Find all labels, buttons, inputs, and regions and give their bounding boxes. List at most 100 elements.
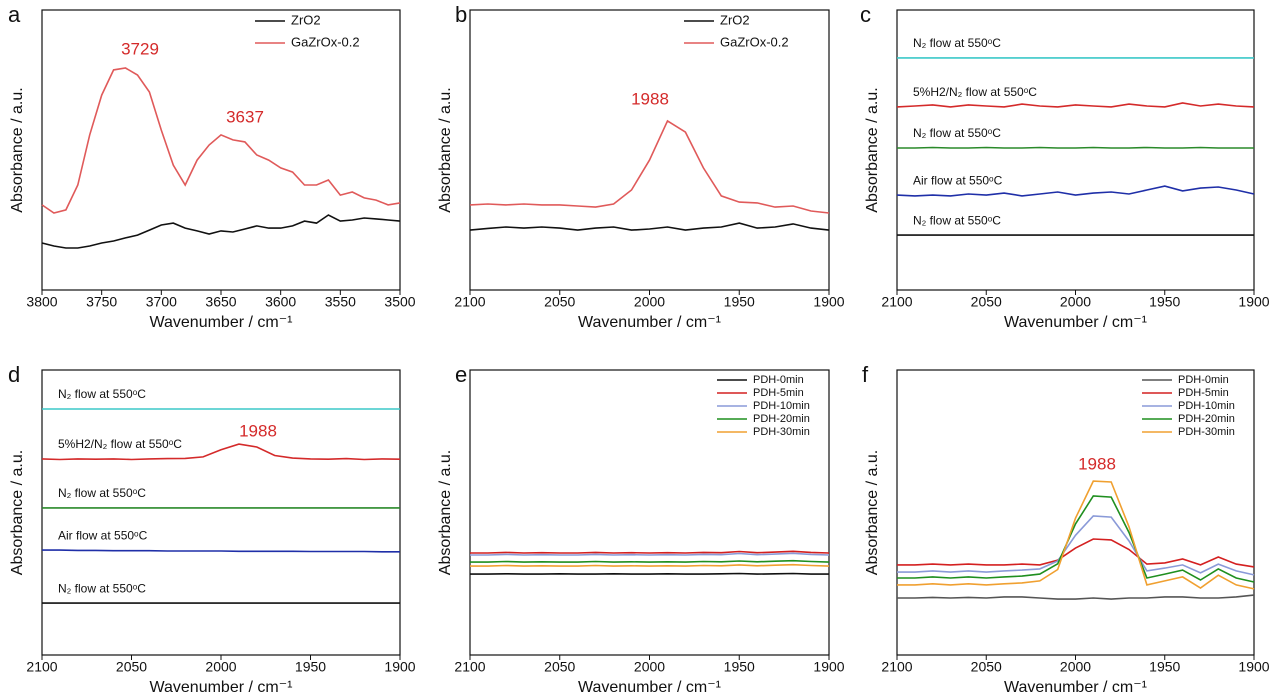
plot-frame xyxy=(41,369,401,656)
x-tick-label: 2000 xyxy=(205,659,236,675)
legend-label: PDH-5min xyxy=(1178,387,1229,399)
x-tick-label: 2100 xyxy=(881,294,912,310)
x-tick-label: 2050 xyxy=(971,294,1002,310)
series-line xyxy=(896,102,1255,108)
series-line xyxy=(41,67,401,214)
x-tick-label: 1900 xyxy=(1238,659,1269,675)
x-tick-label: 2050 xyxy=(544,659,575,675)
series-label: Air flow at 550ᵒC xyxy=(913,173,1003,187)
panel: a 3800 3750 3700 3650 3600 3550 3500 Wavenumber … xyxy=(8,2,416,331)
x-axis-title: Wavenumber / cm⁻¹ xyxy=(578,314,721,331)
y-axis-title: Absorbance / a.u. xyxy=(864,87,881,212)
x-tick-label: 1900 xyxy=(384,659,415,675)
series-label: N₂ flow at 550ᵒC xyxy=(913,36,1001,50)
annotation: 3729 xyxy=(121,39,159,58)
series-line xyxy=(897,594,1255,600)
panel-label: c xyxy=(860,2,871,27)
x-tick-label: 2000 xyxy=(634,294,665,310)
series-line xyxy=(897,538,1255,568)
x-tick-label: 1950 xyxy=(724,294,755,310)
y-axis-title: Absorbance / a.u. xyxy=(9,450,26,575)
x-tick-label: 1950 xyxy=(295,659,326,675)
legend-label: PDH-20min xyxy=(753,413,810,425)
x-tick-label: 3600 xyxy=(265,294,296,310)
x-tick-label: 1950 xyxy=(1149,659,1180,675)
panel-label: a xyxy=(8,2,21,27)
x-tick-label: 3500 xyxy=(384,294,415,310)
panel: f 2100 2050 2000 1950 1900 Wavenumber / cm⁻¹ Ab… xyxy=(862,362,1269,694)
x-axis-title: Wavenumber / cm⁻¹ xyxy=(1004,314,1147,331)
x-tick-label: 3650 xyxy=(205,294,236,310)
x-tick-label: 2100 xyxy=(26,659,57,675)
legend-label: ZrO2 xyxy=(291,12,321,27)
annotation: 3637 xyxy=(226,107,264,126)
panel: d 2100 2050 2000 1950 1900 Wavenumber / cm⁻¹ Ab… xyxy=(8,362,416,694)
legend-label: PDH-0min xyxy=(753,374,804,386)
series-label: N₂ flow at 550ᵒC xyxy=(913,213,1001,227)
y-axis-title: Absorbance / a.u. xyxy=(9,87,26,212)
panel-label: d xyxy=(8,362,20,387)
series-line xyxy=(469,222,830,231)
y-axis-title: Absorbance / a.u. xyxy=(437,87,454,212)
x-tick-label: 3750 xyxy=(86,294,117,310)
legend-label: PDH-5min xyxy=(753,387,804,399)
y-axis-title: Absorbance / a.u. xyxy=(437,450,454,575)
x-tick-label: 3700 xyxy=(146,294,177,310)
x-tick-label: 1900 xyxy=(1238,294,1269,310)
panel-label: e xyxy=(455,362,467,387)
series-line xyxy=(469,119,830,214)
series-label: 5%H2/N₂ flow at 550ᵒC xyxy=(58,437,182,451)
series-label: 5%H2/N₂ flow at 550ᵒC xyxy=(913,85,1037,99)
x-tick-label: 3550 xyxy=(325,294,356,310)
series-line xyxy=(41,443,401,461)
legend-label: ZrO2 xyxy=(720,12,750,27)
x-tick-label: 2100 xyxy=(454,294,485,310)
x-tick-label: 3800 xyxy=(26,294,57,310)
x-tick-label: 2000 xyxy=(1060,294,1091,310)
series-line xyxy=(470,552,830,556)
series-line xyxy=(470,563,830,567)
series-line xyxy=(897,515,1255,576)
series-line xyxy=(41,214,401,249)
panel: e 2100 2050 2000 1950 1900 Wavenumber / cm⁻¹ Ab… xyxy=(437,362,845,694)
series-line xyxy=(42,549,400,553)
plot-frame xyxy=(469,9,830,291)
x-tick-label: 1900 xyxy=(813,659,844,675)
x-tick-label: 1950 xyxy=(1149,294,1180,310)
legend-label: PDH-30min xyxy=(753,426,810,438)
legend-label: PDH-30min xyxy=(1178,426,1235,438)
x-tick-label: 2050 xyxy=(544,294,575,310)
series-label: N₂ flow at 550ᵒC xyxy=(58,387,146,401)
series-line xyxy=(897,480,1255,590)
annotation: 1988 xyxy=(631,89,669,108)
x-axis-title: Wavenumber / cm⁻¹ xyxy=(578,679,721,694)
x-tick-label: 1950 xyxy=(724,659,755,675)
series-line xyxy=(470,559,830,563)
x-tick-label: 2000 xyxy=(634,659,665,675)
series-label: N₂ flow at 550ᵒC xyxy=(58,486,146,500)
legend-label: PDH-0min xyxy=(1178,374,1229,386)
series-line xyxy=(470,572,829,575)
series-label: N₂ flow at 550ᵒC xyxy=(913,126,1001,140)
legend-label: PDH-20min xyxy=(1178,413,1235,425)
x-axis-title: Wavenumber / cm⁻¹ xyxy=(150,679,293,694)
panel-label: f xyxy=(862,362,869,387)
series-label: Air flow at 550ᵒC xyxy=(58,528,148,542)
x-axis-title: Wavenumber / cm⁻¹ xyxy=(150,314,293,331)
annotation: 1988 xyxy=(1078,454,1116,473)
legend-label: PDH-10min xyxy=(753,400,810,412)
x-tick-label: 1900 xyxy=(813,294,844,310)
y-axis-title: Absorbance / a.u. xyxy=(864,450,881,575)
series-line xyxy=(896,185,1255,197)
series-line xyxy=(897,495,1255,583)
panel: c 2100 2050 2000 1950 1900 Wavenumber / cm⁻¹ Ab… xyxy=(860,2,1269,331)
x-tick-label: 2050 xyxy=(116,659,147,675)
x-tick-label: 2100 xyxy=(881,659,912,675)
legend-label: GaZrOx-0.2 xyxy=(720,34,789,49)
legend-label: PDH-10min xyxy=(1178,400,1235,412)
plot-frame xyxy=(41,9,401,291)
annotation: 1988 xyxy=(239,421,277,440)
panel-label: b xyxy=(455,2,467,27)
x-axis-title: Wavenumber / cm⁻¹ xyxy=(1004,679,1147,694)
